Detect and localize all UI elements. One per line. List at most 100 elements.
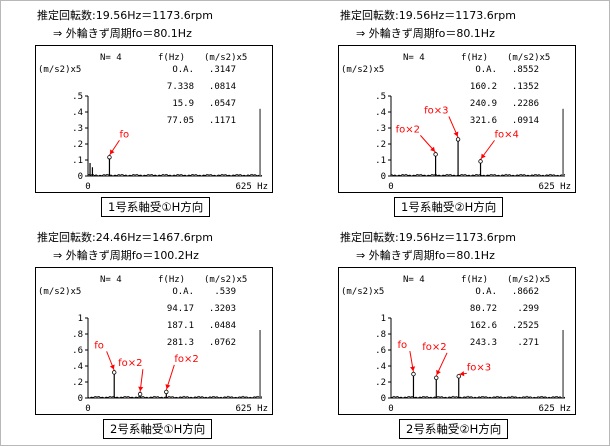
- table-cell-frequency: 77.05: [167, 116, 194, 126]
- n-label: N= 4: [100, 53, 122, 63]
- panel-caption: 1号系軸受②H方向: [394, 197, 504, 217]
- annotation-label: fo×2: [396, 124, 420, 135]
- peak-marker: [137, 391, 143, 397]
- x-end-label: 625 Hz: [235, 404, 268, 414]
- y-tick-label: .3: [375, 124, 386, 134]
- y-tick-label: 1: [381, 314, 386, 324]
- y-tick-label: .8: [375, 330, 386, 340]
- peak-marker: [164, 389, 169, 395]
- y-axis-label: (m/s2)x5: [38, 65, 81, 75]
- annotation-arrowhead: [436, 369, 441, 375]
- panel-caption: 2号系軸受②H方向: [399, 419, 509, 439]
- annotation-arrowhead: [459, 371, 465, 377]
- spectrum-baseline: [390, 173, 566, 177]
- table-cell-frequency: O.A.: [172, 65, 194, 75]
- panel-3: 推定回転数:24.46Hz＝1467.6rpm ⇒ 外輪きず周期fo＝100.2…: [1, 223, 301, 445]
- annotation-arrowhead: [109, 364, 115, 370]
- table-header-hz: f(Hz): [158, 53, 185, 63]
- spectrum-svg: N= 4 f(Hz) (m/s2)x5 (m/s2)x5 O.A. .3147 7.338.…: [38, 53, 268, 192]
- panel-4: 推定回転数:19.56Hz＝1173.6rpm ⇒ 外輪きず周期fo＝80.1H…: [304, 223, 604, 445]
- table-cell-amplitude: .0914: [512, 116, 539, 126]
- annotation-label: fo: [397, 340, 407, 351]
- table-header-hz: f(Hz): [461, 275, 488, 285]
- y-tick-label: .4: [375, 108, 386, 118]
- table-header-amp: (m/s2)x5: [204, 53, 247, 63]
- x-start-label: 0: [85, 404, 90, 414]
- peak-marker: [455, 137, 461, 142]
- y-tick-label: 1: [78, 314, 83, 324]
- x-end-label: 625 Hz: [235, 182, 268, 192]
- panel-caption: 1号系軸受①H方向: [101, 197, 211, 217]
- spectrum-baseline: [87, 173, 263, 177]
- y-tick-label: 0: [78, 394, 83, 404]
- y-tick-label: 0: [381, 172, 386, 182]
- y-tick-label: .4: [72, 108, 83, 118]
- annotation-label: fo×2: [118, 358, 142, 369]
- peak-marker: [433, 152, 438, 157]
- annotation-label: fo: [119, 129, 129, 140]
- speed-header: 推定回転数:19.56Hz＝1173.6rpm: [340, 9, 516, 22]
- spectrum-plot: N= 4 f(Hz) (m/s2)x5 (m/s2)x5 O.A. .8552 160.2.…: [338, 45, 576, 193]
- table-cell-frequency: 94.17: [167, 304, 194, 314]
- table-cell-amplitude: .0547: [209, 99, 236, 109]
- y-axis-label: (m/s2)x5: [341, 65, 384, 75]
- panel-2: 推定回転数:19.56Hz＝1173.6rpm ⇒ 外輪きず周期fo＝80.1H…: [304, 1, 604, 223]
- annotation-arrowhead: [410, 366, 416, 372]
- y-tick-label: .3: [72, 124, 83, 134]
- n-label: N= 4: [403, 275, 425, 285]
- table-cell-amplitude: .1352: [512, 82, 539, 92]
- table-cell-frequency: 240.9: [470, 99, 497, 109]
- table-cell-frequency: 160.2: [470, 82, 497, 92]
- table-cell-frequency: 281.3: [167, 338, 194, 348]
- spectrum-plot: N= 4 f(Hz) (m/s2)x5 (m/s2)x5 O.A. .8662 80.72.…: [338, 267, 576, 415]
- y-tick-label: .4: [72, 362, 83, 372]
- spectrum-svg: N= 4 f(Hz) (m/s2)x5 (m/s2)x5 O.A. .539 94.17 .3…: [38, 275, 268, 414]
- y-tick-label: .1: [72, 156, 83, 166]
- n-label: N= 4: [403, 53, 425, 63]
- table-cell-amplitude: .0484: [209, 321, 236, 331]
- table-cell-amplitude: .299: [517, 304, 539, 314]
- peak-marker: [112, 370, 117, 375]
- y-axis-label: (m/s2)x5: [341, 287, 384, 297]
- panel-caption: 2号系軸受①H方向: [103, 419, 213, 439]
- annotation-arrowhead: [430, 146, 435, 152]
- y-tick-label: .6: [72, 346, 83, 356]
- table-cell-frequency: O.A.: [172, 287, 194, 297]
- table-header-amp: (m/s2)x5: [507, 53, 550, 63]
- table-header-hz: f(Hz): [461, 53, 488, 63]
- table-cell-amplitude: .0814: [209, 82, 236, 92]
- peak-marker: [411, 371, 416, 377]
- spectrum-baseline: [87, 395, 263, 399]
- x-start-label: 0: [388, 404, 393, 414]
- table-cell-frequency: 162.6: [470, 321, 497, 331]
- y-tick-label: 0: [78, 172, 83, 182]
- table-header-amp: (m/s2)x5: [204, 275, 247, 285]
- y-tick-label: .2: [375, 140, 386, 150]
- y-tick-label: .5: [375, 92, 386, 102]
- peak-marker: [456, 374, 461, 379]
- annotation-label: fo: [94, 340, 104, 351]
- x-end-label: 625 Hz: [538, 182, 571, 192]
- annotation-label: fo×2: [422, 342, 446, 353]
- peak-marker: [434, 375, 439, 380]
- y-tick-label: .1: [375, 156, 386, 166]
- y-tick-label: .8: [72, 330, 83, 340]
- table-cell-amplitude: .3147: [209, 65, 236, 75]
- table-cell-amplitude: .539: [214, 287, 236, 297]
- y-tick-label: .2: [375, 378, 386, 388]
- table-cell-frequency: O.A.: [475, 287, 497, 297]
- x-end-label: 625 Hz: [538, 404, 571, 414]
- table-cell-amplitude: .3203: [209, 304, 236, 314]
- table-cell-frequency: O.A.: [475, 65, 497, 75]
- peak-marker: [107, 155, 112, 160]
- y-tick-label: .2: [72, 140, 83, 150]
- annotation-arrowhead: [138, 386, 144, 392]
- annotation-label: fo×3: [424, 105, 448, 116]
- x-start-label: 0: [388, 182, 393, 192]
- annotation-arrowhead: [110, 149, 115, 155]
- n-label: N= 4: [100, 275, 122, 285]
- table-header-amp: (m/s2)x5: [507, 275, 550, 285]
- table-cell-amplitude: .2525: [512, 321, 539, 331]
- annotation-arrowhead: [165, 384, 171, 389]
- spectrum-svg: N= 4 f(Hz) (m/s2)x5 (m/s2)x5 O.A. .8552 160.2.…: [341, 53, 571, 192]
